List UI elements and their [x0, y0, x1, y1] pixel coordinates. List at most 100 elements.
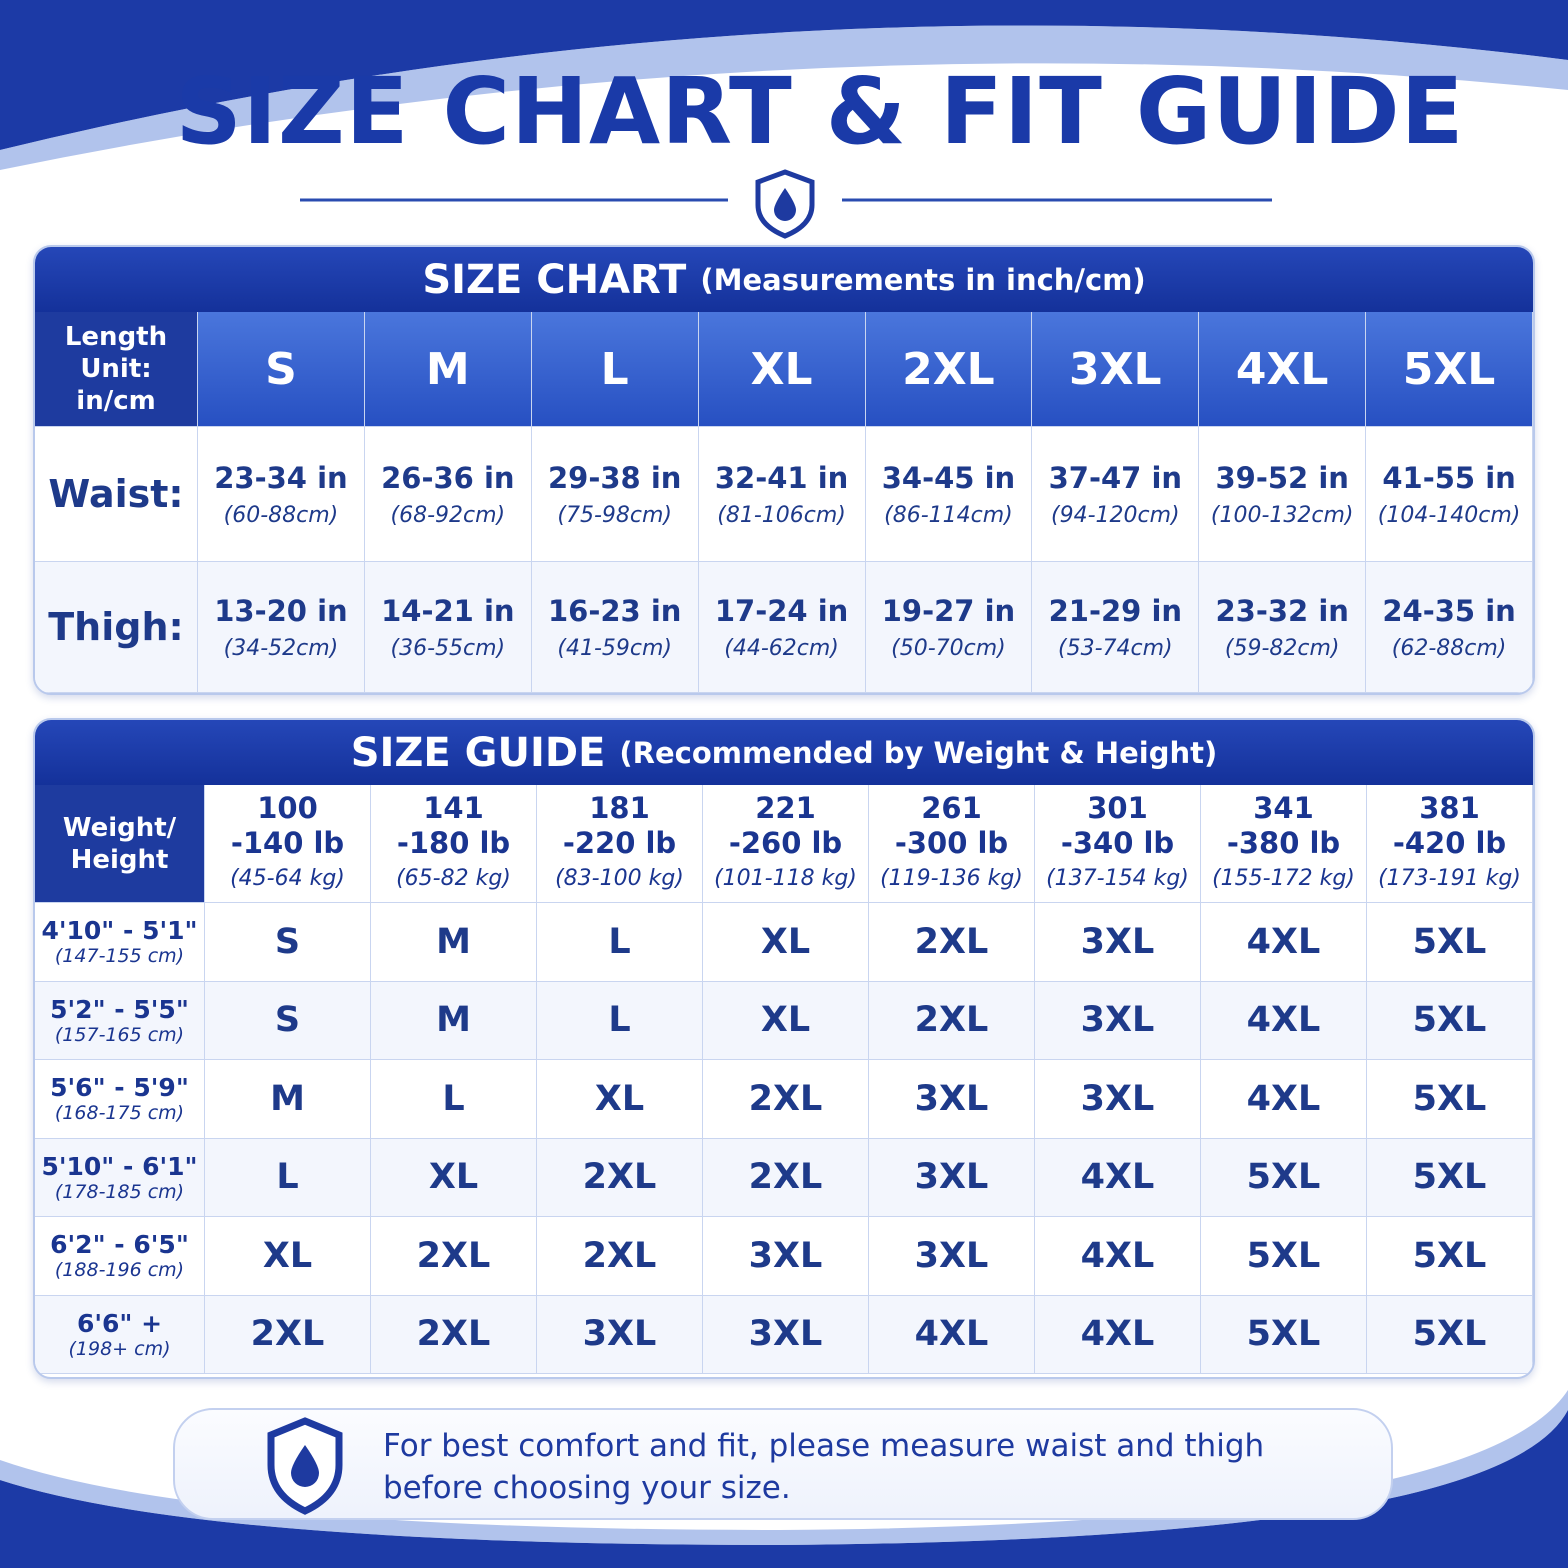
height-cm: (157-165 cm)	[54, 1023, 185, 1046]
size-value: 3XL	[1080, 1000, 1155, 1041]
size-label: L	[600, 343, 629, 395]
height-cell: 5'10" - 6'1" (178-185 cm)	[35, 1138, 205, 1217]
table-subtitle: (Measurements in inch/cm)	[700, 262, 1146, 297]
size-cell: 2XL	[537, 1138, 703, 1217]
title-bar: SIZE CHART (Measurements in inch/cm)	[35, 247, 1533, 312]
weight-text: (173-191 kg)	[1378, 866, 1521, 891]
title-bar: SIZE GUIDE (Recommended by Weight & Heigh…	[35, 720, 1533, 785]
header-cell: M	[364, 312, 532, 427]
size-cell: 3XL	[1035, 1060, 1201, 1139]
height-cm: (188-196 cm)	[54, 1259, 185, 1282]
weight-text: (101-118 kg)	[714, 866, 857, 891]
size-cell: 3XL	[537, 1295, 703, 1374]
header-cell: 100 -140 lb (45-64 kg)	[205, 785, 371, 903]
header-cell: 341 -380 lb (155-172 kg)	[1201, 785, 1367, 903]
header-cell: 141 -180 lb (65-82 kg)	[371, 785, 537, 903]
size-cell: 5XL	[1201, 1217, 1367, 1296]
size-value: 5XL	[1412, 1000, 1487, 1041]
size-value: 4XL	[1080, 1235, 1155, 1276]
cm-range: (104-140cm)	[1377, 502, 1521, 528]
size-value: 2XL	[250, 1314, 325, 1355]
header-cell: 2XL	[865, 312, 1033, 427]
size-value: 2XL	[582, 1157, 657, 1198]
height-range: 5'2" - 5'5"	[50, 994, 189, 1024]
size-label: S	[265, 343, 297, 395]
inch-range: 39-52 in	[1215, 460, 1349, 495]
header-cell: 381 -420 lb (173-191 kg)	[1367, 785, 1533, 903]
size-value: L	[608, 1000, 631, 1041]
size-value: XL	[594, 1078, 645, 1119]
size-cell: 4XL	[1201, 1060, 1367, 1139]
data-cell: 37-47 in (94-120cm)	[1032, 427, 1200, 562]
size-value: M	[436, 921, 471, 962]
size-label: M	[425, 343, 470, 395]
cm-range: (100-132cm)	[1210, 502, 1354, 528]
size-cell: XL	[703, 903, 869, 982]
size-cell: L	[537, 981, 703, 1060]
inch-range: 16-23 in	[547, 593, 682, 628]
size-cell: 4XL	[1035, 1295, 1201, 1374]
size-value: L	[276, 1157, 299, 1198]
size-value: 4XL	[914, 1314, 989, 1355]
inch-range: 17-24 in	[714, 593, 849, 628]
header-cell: S	[198, 312, 365, 427]
size-cell: 3XL	[703, 1217, 869, 1296]
inch-range: 23-34 in	[214, 460, 348, 495]
data-cell: 23-32 in (59-82cm)	[1199, 562, 1367, 693]
height-range: 6'2" - 6'5"	[50, 1230, 189, 1260]
size-value: XL	[760, 1000, 811, 1041]
header-cell: 301 -340 lb (137-154 kg)	[1035, 785, 1201, 903]
table-title: SIZE CHART	[422, 256, 687, 303]
corner-cell: Weight/Height	[35, 785, 205, 903]
cm-range: (60-88cm)	[223, 502, 339, 528]
inch-range: 23-32 in	[1215, 593, 1349, 628]
size-value: 3XL	[914, 1235, 989, 1276]
height-range: 5'10" - 6'1"	[41, 1151, 198, 1181]
corner-text: in/cm	[76, 386, 156, 416]
size-cell: 3XL	[703, 1295, 869, 1374]
size-label: 3XL	[1069, 343, 1162, 395]
size-cell: 3XL	[869, 1217, 1035, 1296]
size-value: 2XL	[748, 1157, 823, 1198]
size-label: XL	[750, 343, 813, 395]
size-value: 5XL	[1412, 1078, 1487, 1119]
cm-range: (68-92cm)	[390, 502, 506, 528]
weight-text: -340 lb	[1060, 826, 1175, 860]
header-cell: 221 -260 lb (101-118 kg)	[703, 785, 869, 903]
header-cell: 181 -220 lb (83-100 kg)	[537, 785, 703, 903]
data-cell: 17-24 in (44-62cm)	[698, 562, 866, 693]
height-cell: 4'10" - 5'1" (147-155 cm)	[35, 903, 205, 982]
size-value: 3XL	[1080, 1078, 1155, 1119]
row-label: Thigh:	[48, 605, 184, 649]
cm-range: (36-55cm)	[390, 635, 506, 661]
weight-text: -260 lb	[728, 826, 843, 860]
note-text: before choosing your size.	[383, 1470, 791, 1506]
weight-text: 100	[257, 791, 318, 825]
table-subtitle: (Recommended by Weight & Height)	[619, 735, 1218, 770]
weight-text: 181	[589, 791, 650, 825]
size-cell: 4XL	[869, 1295, 1035, 1374]
size-value: 3XL	[748, 1314, 823, 1355]
table: Length Unit: in/cm S M L XL 2XL 3XL 4XL 5XL Waist: 2…	[35, 312, 1533, 693]
size-cell: XL	[537, 1060, 703, 1139]
size-value: 5XL	[1412, 1235, 1487, 1276]
size-cell: 5XL	[1367, 1060, 1533, 1139]
inch-range: 32-41 in	[714, 460, 849, 495]
size-cell: 2XL	[371, 1217, 537, 1296]
weight-text: (65-82 kg)	[396, 866, 511, 891]
size-cell: 5XL	[1367, 1217, 1533, 1296]
data-cell: 19-27 in (50-70cm)	[865, 562, 1033, 693]
inch-range: 34-45 in	[881, 460, 1016, 495]
row-label-cell: Thigh:	[35, 562, 198, 693]
size-cell: 3XL	[1035, 903, 1201, 982]
size-value: S	[274, 1000, 301, 1041]
size-cell: M	[371, 981, 537, 1060]
header-cell: L	[531, 312, 699, 427]
size-cell: 5XL	[1367, 1295, 1533, 1374]
row-label: Waist:	[48, 472, 184, 516]
weight-text: 141	[423, 791, 484, 825]
data-cell: 14-21 in (36-55cm)	[364, 562, 532, 693]
size-value: M	[436, 1000, 471, 1041]
